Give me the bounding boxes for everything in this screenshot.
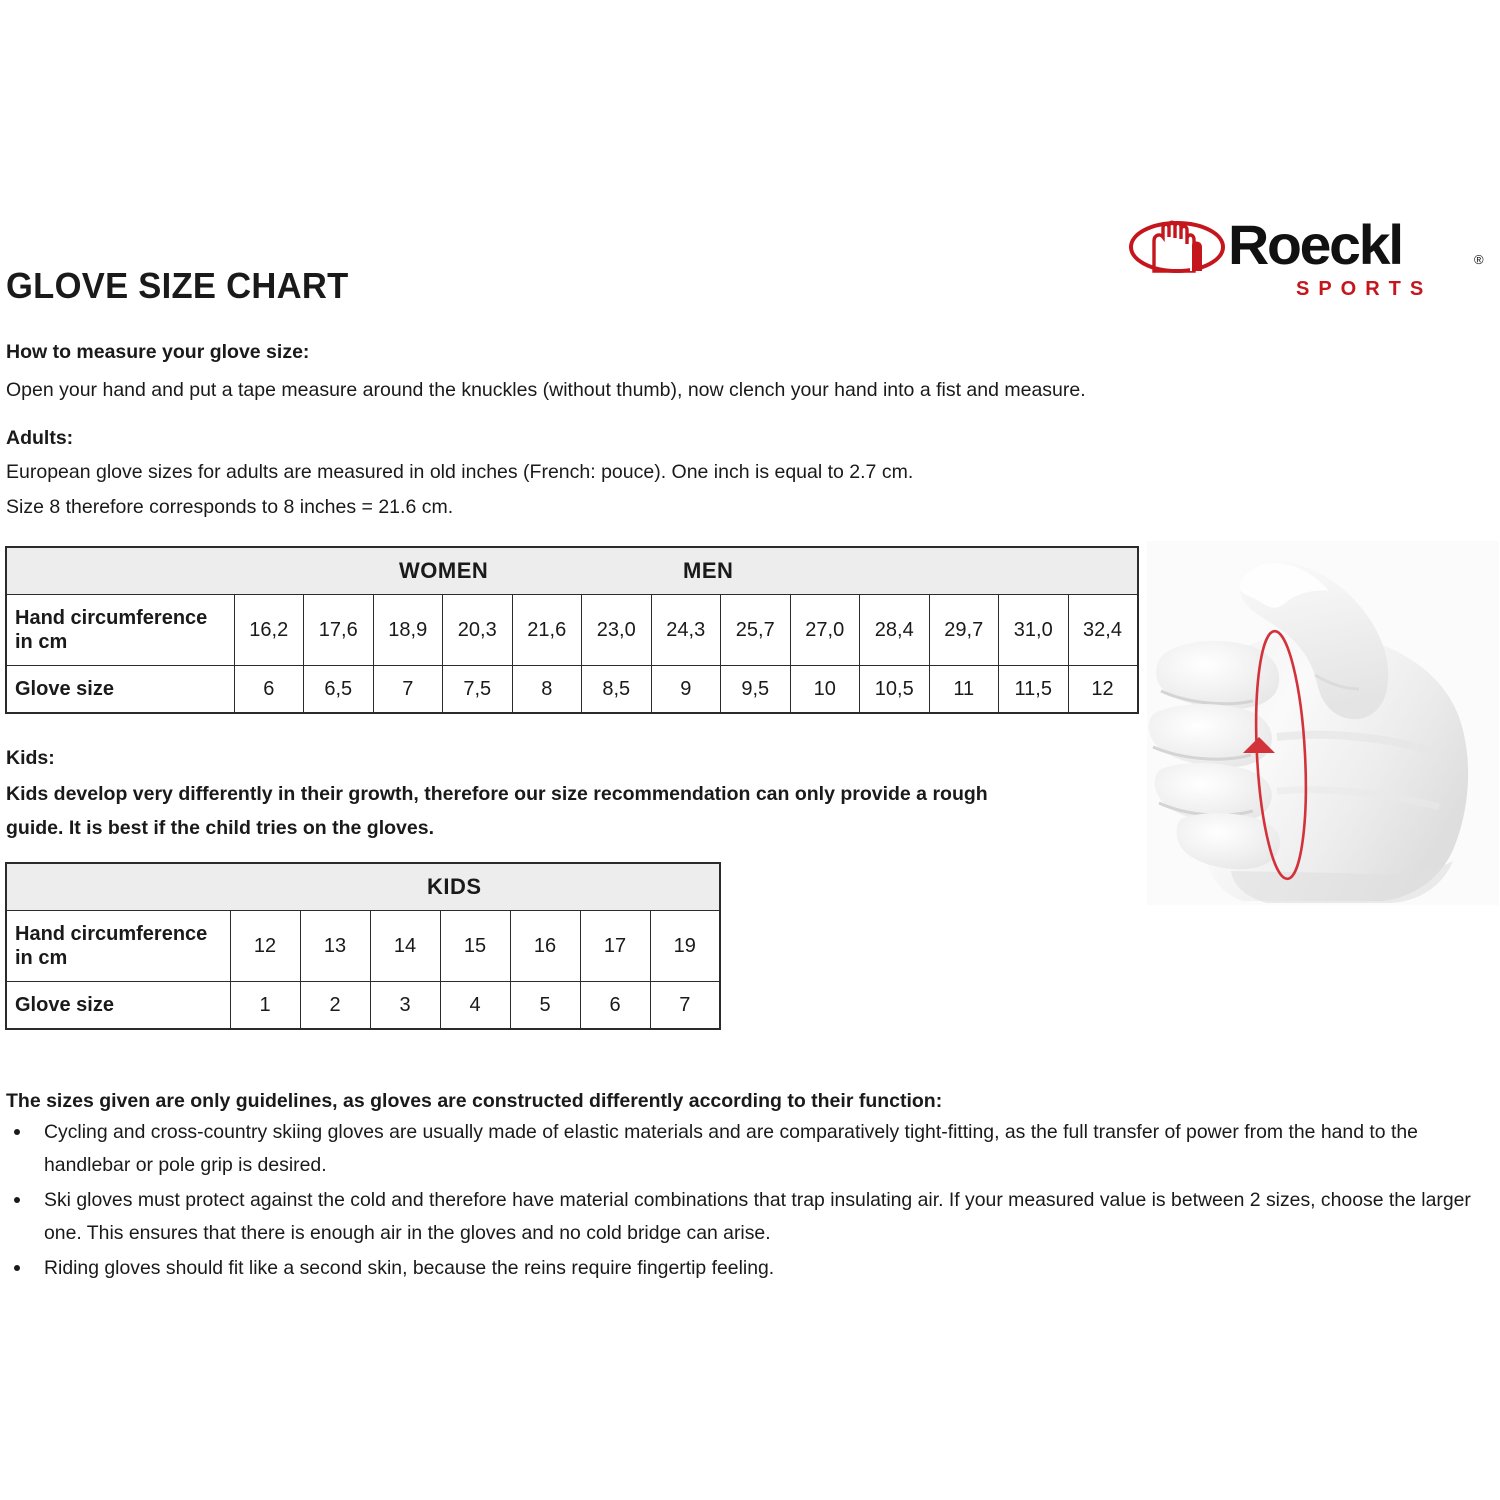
row-label-line-1: Hand circumference	[15, 607, 208, 629]
cell-circumference: 17	[579, 910, 651, 982]
group-label-kids: KIDS	[427, 874, 482, 899]
cell-circumference: 18,9	[372, 594, 443, 666]
adults-text-line-1: European glove sizes for adults are meas…	[6, 461, 914, 483]
tape-measure-ellipse-icon	[1254, 629, 1308, 881]
cell-circumference: 14	[369, 910, 441, 982]
table-row-glove-size: Glove size 6 6,5 7 7,5 8 8,5 9 9,5 10 10…	[5, 665, 1139, 714]
table-row-glove-size: Glove size 1 2 3 4 5 6 7	[5, 981, 721, 1030]
list-item-text: Riding gloves should fit like a second s…	[44, 1257, 775, 1279]
clenched-fist-measure-illustration	[1147, 541, 1499, 905]
cell-glove-size: 8,5	[581, 665, 652, 714]
cell-circumference: 27,0	[789, 594, 860, 666]
row-label-hand-circumference: Hand circumference in cm	[5, 910, 231, 982]
cell-glove-size: 6,5	[303, 665, 374, 714]
list-item: Ski gloves must protect against the cold…	[6, 1184, 1496, 1250]
cell-glove-size: 10,5	[859, 665, 930, 714]
cell-circumference: 21,6	[511, 594, 582, 666]
cell-glove-size: 9	[650, 665, 721, 714]
cell-circumference: 16	[509, 910, 581, 982]
bullet-dot-icon	[14, 1265, 20, 1271]
cell-circumference: 23,0	[581, 594, 652, 666]
cell-circumference: 31,0	[998, 594, 1069, 666]
cell-circumference: 32,4	[1067, 594, 1139, 666]
list-item: Riding gloves should fit like a second s…	[6, 1252, 1496, 1285]
cell-glove-size: 8	[511, 665, 582, 714]
cell-glove-size: 7	[372, 665, 443, 714]
row-label-line-2: in cm	[15, 631, 68, 653]
adults-group-header-cell: WOMEN MEN	[5, 546, 1139, 595]
cell-glove-size: 5	[509, 981, 581, 1030]
kids-group-header-row: KIDS	[5, 862, 721, 911]
cell-circumference: 17,6	[303, 594, 374, 666]
cell-glove-size: 11	[928, 665, 999, 714]
list-item-text: Ski gloves must protect against the cold…	[44, 1189, 1471, 1244]
cell-circumference: 24,3	[650, 594, 721, 666]
cell-glove-size: 6	[233, 665, 304, 714]
kids-size-table: KIDS Hand circumference in cm 12 13 14 1…	[5, 862, 721, 1030]
cell-glove-size: 7	[649, 981, 721, 1030]
row-label-line-2: in cm	[15, 947, 68, 969]
cell-circumference: 19	[649, 910, 721, 982]
cell-circumference: 20,3	[442, 594, 513, 666]
row-label-glove-size: Glove size	[5, 665, 235, 714]
guidelines-heading: The sizes given are only guidelines, as …	[6, 1090, 943, 1112]
hand-diagram-icon	[1147, 541, 1499, 905]
cell-circumference: 15	[439, 910, 511, 982]
page-title: GLOVE SIZE CHART	[6, 265, 349, 306]
registered-trademark-icon: ®	[1474, 252, 1484, 267]
roeckl-sports-logo: Roeckl ® SPORTS	[1128, 216, 1488, 308]
cell-circumference: 16,2	[233, 594, 304, 666]
guidelines-bullet-list: Cycling and cross-country skiing gloves …	[6, 1116, 1496, 1287]
table-row-hand-circumference: Hand circumference in cm 12 13 14 15 16 …	[5, 910, 721, 982]
adults-group-header-row: WOMEN MEN	[5, 546, 1139, 595]
row-label-line-1: Hand circumference	[15, 923, 208, 945]
cell-circumference: 12	[229, 910, 301, 982]
list-item-text: Cycling and cross-country skiing gloves …	[44, 1121, 1418, 1176]
bullet-dot-icon	[14, 1129, 20, 1135]
kids-text-line-1: Kids develop very differently in their g…	[6, 783, 988, 805]
glove-oval-logo-icon	[1128, 220, 1226, 276]
logo-tagline: SPORTS	[1296, 278, 1433, 300]
list-item: Cycling and cross-country skiing gloves …	[6, 1116, 1496, 1182]
table-row-hand-circumference: Hand circumference in cm 16,2 17,6 18,9 …	[5, 594, 1139, 666]
cell-glove-size: 1	[229, 981, 301, 1030]
how-to-measure-heading: How to measure your glove size:	[6, 341, 310, 363]
adults-text-line-2: Size 8 therefore corresponds to 8 inches…	[6, 496, 454, 518]
measure-direction-arrow-icon	[1243, 737, 1275, 753]
adults-size-table: WOMEN MEN Hand circumference in cm 16,2 …	[5, 546, 1139, 714]
group-label-women: WOMEN	[399, 558, 489, 583]
row-label-glove-size: Glove size	[5, 981, 231, 1030]
cell-glove-size: 7,5	[442, 665, 513, 714]
cell-circumference: 13	[299, 910, 371, 982]
cell-glove-size: 10	[789, 665, 860, 714]
cell-glove-size: 4	[439, 981, 511, 1030]
cell-circumference: 29,7	[928, 594, 999, 666]
cell-glove-size: 3	[369, 981, 441, 1030]
cell-glove-size: 6	[579, 981, 651, 1030]
kids-group-header-cell: KIDS	[5, 862, 721, 911]
logo-wordmark: Roeckl	[1228, 213, 1404, 276]
adults-heading: Adults:	[6, 427, 74, 449]
cell-circumference: 25,7	[720, 594, 791, 666]
how-to-measure-text: Open your hand and put a tape measure ar…	[6, 379, 1086, 401]
kids-heading: Kids:	[6, 747, 55, 769]
cell-glove-size: 12	[1067, 665, 1139, 714]
cell-glove-size: 11,5	[998, 665, 1069, 714]
bullet-dot-icon	[14, 1197, 20, 1203]
cell-glove-size: 2	[299, 981, 371, 1030]
cell-circumference: 28,4	[859, 594, 930, 666]
cell-glove-size: 9,5	[720, 665, 791, 714]
group-label-men: MEN	[683, 558, 734, 583]
kids-text-line-2: guide. It is best if the child tries on …	[6, 817, 434, 839]
row-label-hand-circumference: Hand circumference in cm	[5, 594, 235, 666]
